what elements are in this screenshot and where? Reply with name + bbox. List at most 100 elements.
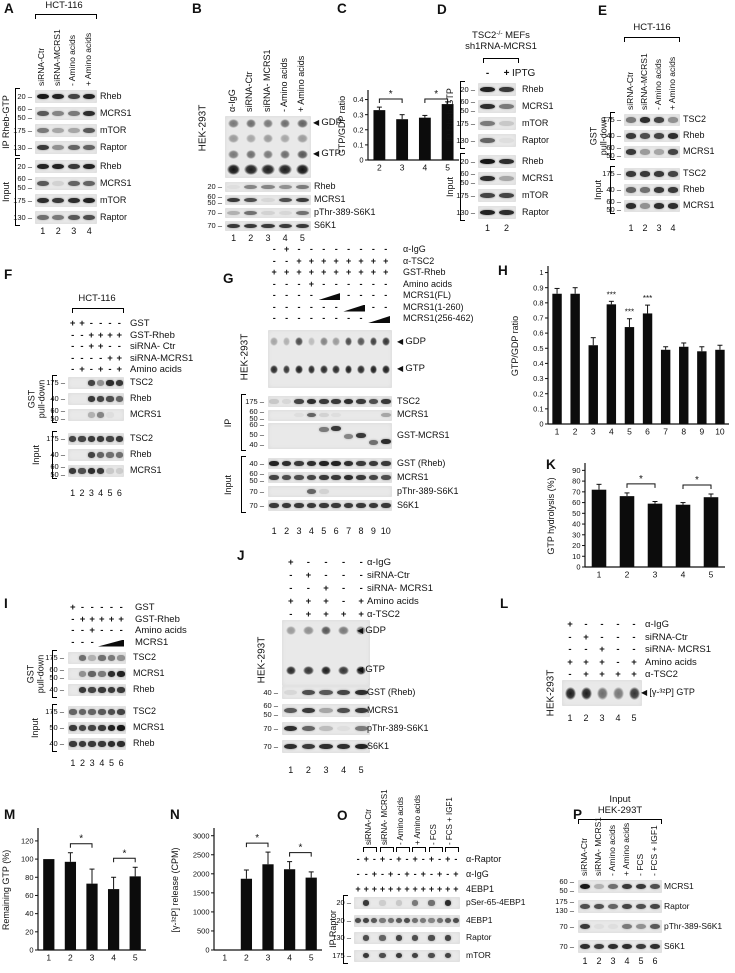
blot-band bbox=[667, 149, 679, 155]
ramp-icon bbox=[368, 316, 390, 323]
condition-symbol: - bbox=[109, 602, 114, 613]
blot-band bbox=[667, 203, 679, 209]
condition-symbol: - bbox=[100, 602, 104, 613]
blot-band bbox=[381, 399, 391, 404]
group-bracket bbox=[52, 375, 57, 423]
condition-symbol: + bbox=[308, 255, 315, 266]
blot-band bbox=[261, 197, 275, 203]
chart-tick-label: 20 bbox=[25, 927, 33, 936]
tlc-spot bbox=[262, 133, 274, 143]
blot-band bbox=[261, 223, 275, 229]
marker-value: 20 bbox=[336, 915, 345, 925]
marker-value: 70 bbox=[263, 741, 272, 751]
protein-label: mTOR bbox=[100, 194, 127, 205]
marker-label: 70 – bbox=[263, 723, 278, 733]
lane-number: 5 bbox=[631, 713, 637, 723]
chart-container: 0 20 40 60 80 100 120 1 2 3 4 5 Remaining GTP (%) * * bbox=[0, 818, 150, 970]
blot-band bbox=[354, 917, 362, 924]
blot-band bbox=[281, 475, 292, 480]
blot-band bbox=[395, 900, 402, 906]
left-arrow-icon: ◀ bbox=[357, 625, 366, 635]
header-bracket bbox=[578, 819, 662, 824]
blot-band bbox=[319, 743, 333, 750]
group-bracket bbox=[52, 704, 57, 752]
condition-symbol: - bbox=[71, 329, 75, 341]
marker-dash: – bbox=[57, 653, 64, 662]
cell-line-header: TSC2-/- MEFs bbox=[472, 30, 530, 41]
marker-label: 60 – bbox=[50, 407, 65, 415]
lane-group-label: - FCS + IGF1 bbox=[445, 797, 455, 845]
tlc-spot bbox=[338, 626, 349, 636]
condition-symbol: - bbox=[359, 557, 363, 568]
marker-label: 60 – bbox=[49, 666, 64, 674]
blot-band bbox=[306, 399, 317, 404]
blot-band bbox=[52, 127, 65, 134]
marker-value: 70 bbox=[559, 941, 568, 951]
ramp-icon bbox=[343, 304, 366, 312]
chart-category-label: 3 bbox=[266, 953, 271, 963]
lane-group-bracket bbox=[395, 847, 410, 852]
blot-band bbox=[36, 197, 49, 204]
condition-symbol: + bbox=[308, 267, 315, 277]
sig-label: * bbox=[695, 475, 699, 486]
blot-band bbox=[480, 192, 495, 199]
tlc-spot bbox=[280, 133, 291, 143]
marker-dash: – bbox=[344, 950, 351, 960]
condition-symbol: + bbox=[323, 583, 329, 594]
chart-tick-label: 0.2 bbox=[533, 389, 543, 398]
blot-box bbox=[478, 83, 516, 96]
blot-band bbox=[363, 935, 370, 941]
chart-category-label: 2 bbox=[68, 953, 73, 963]
condition-label: Amino acids bbox=[403, 278, 453, 289]
marker-label: 50 – bbox=[17, 184, 32, 192]
condition-symbol: - bbox=[285, 255, 289, 266]
condition-symbol: - bbox=[384, 244, 388, 254]
lane-number: 8 bbox=[358, 526, 364, 536]
condition-symbol: + bbox=[271, 267, 277, 277]
blot-band bbox=[499, 175, 514, 182]
blot-band bbox=[106, 468, 114, 474]
blot-band bbox=[371, 917, 378, 924]
marker-label: 50 – bbox=[559, 887, 574, 895]
marker-dash: – bbox=[215, 192, 222, 201]
condition-label: GST bbox=[135, 602, 155, 613]
tlc-spot bbox=[320, 665, 332, 675]
marker-label: 175 – bbox=[45, 708, 64, 716]
blot-band bbox=[356, 399, 366, 404]
tlc-spot bbox=[278, 164, 293, 176]
group-label: GST pull-down bbox=[25, 654, 45, 694]
marker-label: 40 – bbox=[49, 686, 64, 694]
marker-dash: – bbox=[271, 723, 278, 733]
condition-symbol: - bbox=[306, 557, 310, 568]
condition-symbol: - bbox=[108, 318, 112, 329]
tlc-spot bbox=[295, 164, 310, 176]
blot-band bbox=[331, 461, 341, 466]
lane-number: 3 bbox=[89, 758, 95, 768]
header-post: MEFs bbox=[502, 30, 530, 41]
marker-dash: – bbox=[614, 205, 621, 214]
blot-band bbox=[635, 943, 647, 950]
tlc-spot bbox=[297, 118, 308, 128]
marker-dash: – bbox=[215, 221, 222, 230]
tlc-spot bbox=[303, 626, 314, 636]
marker-label: 60 – bbox=[50, 463, 65, 471]
blot-band bbox=[87, 396, 95, 402]
tlc-spot bbox=[628, 686, 640, 700]
tlc-spot bbox=[580, 686, 592, 700]
chart-tick-label: 0 bbox=[576, 563, 580, 572]
lane-label: - Amino acids bbox=[606, 824, 617, 876]
marker-dash: – bbox=[614, 151, 621, 160]
protein-label: MCRS1 bbox=[522, 172, 554, 183]
condition-symbol: - bbox=[600, 631, 604, 643]
chart-bar bbox=[373, 110, 386, 160]
condition-symbol: + bbox=[428, 854, 435, 864]
condition-symbol: - bbox=[289, 570, 293, 581]
blot-box bbox=[478, 189, 516, 202]
marker-value: 40 bbox=[49, 739, 58, 748]
condition-label: siRNA-Ctr bbox=[645, 631, 688, 643]
bar-chart-panel-C: 0 0.1 0.2 0.3 0.4 2 3 4 5 GTP/GDP ratio * * bbox=[337, 89, 459, 173]
condition-label: MCRS1(1-260) bbox=[403, 301, 464, 312]
blot-band bbox=[227, 184, 241, 190]
blot-band bbox=[301, 689, 316, 696]
blot-band bbox=[639, 203, 651, 209]
